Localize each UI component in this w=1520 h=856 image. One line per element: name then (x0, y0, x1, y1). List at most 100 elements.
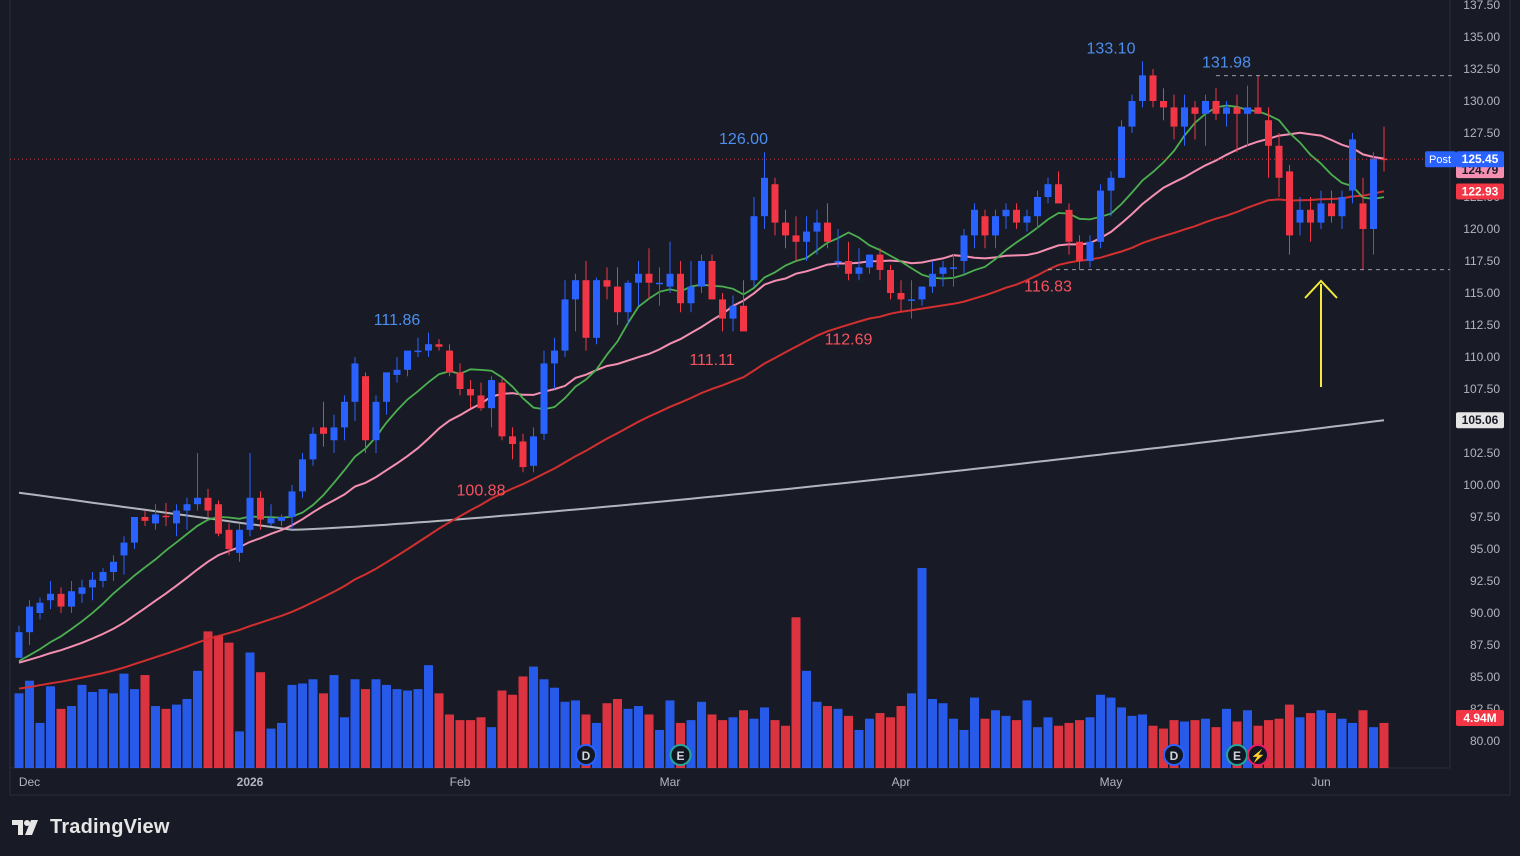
volume-bar (812, 701, 822, 768)
candle-body (1086, 241, 1094, 261)
volume-bar (697, 701, 706, 768)
candle-body (1128, 101, 1136, 127)
candle-body (1044, 184, 1052, 197)
candle-body (845, 261, 852, 274)
volume-bar (1264, 720, 1273, 768)
candle-body (950, 267, 957, 269)
y-tick-label: 92.50 (1470, 574, 1500, 588)
candle-body (1296, 209, 1304, 223)
candle-body (834, 261, 842, 263)
volume-bar (256, 672, 265, 768)
volume-bar (1085, 717, 1095, 768)
event-split-icon (1247, 744, 1269, 766)
volume-bar (466, 720, 475, 768)
candle-body (393, 369, 401, 375)
y-tick-label: 120.00 (1463, 222, 1500, 236)
candle-body (561, 299, 569, 351)
y-tick-label: 130.00 (1463, 94, 1500, 108)
annotation-arrow (1304, 279, 1338, 387)
candle-body (771, 184, 779, 223)
volume-bar (445, 714, 454, 768)
candle-body (729, 305, 737, 319)
volume-bar (287, 684, 297, 768)
candle-body (131, 517, 138, 543)
volume-bar (896, 706, 906, 768)
ma20-line (18, 131, 1385, 664)
ma200-price-tag: 105.06 (1462, 413, 1499, 427)
volume-bar (991, 710, 1000, 768)
close-price-tag: 122.93 (1462, 184, 1499, 198)
y-tick-label: 80.00 (1470, 734, 1500, 748)
volume-bar (371, 679, 381, 768)
event-split-glyph: ⚡ (1251, 749, 1266, 763)
tradingview-logo-icon (12, 820, 38, 835)
candle-body (677, 273, 684, 304)
candle-body (1076, 241, 1083, 261)
y-tick-label: 97.50 (1470, 510, 1500, 524)
y-tick-label: 137.50 (1463, 0, 1500, 12)
volume-bar (928, 698, 937, 768)
volume-bar (56, 708, 66, 768)
volume-bar (1222, 708, 1231, 768)
volume-bar (340, 717, 349, 768)
volume-bar (844, 715, 853, 768)
candle-body (36, 602, 44, 613)
candle-body (1065, 209, 1073, 242)
volume-bar (382, 684, 391, 768)
volume-bar (182, 698, 192, 768)
volume-bar (319, 693, 328, 768)
candle-body (1328, 203, 1335, 217)
volume-bar (707, 714, 717, 768)
volume-bar (686, 720, 696, 768)
candle-body (194, 497, 201, 505)
candle-body (89, 579, 96, 588)
volume-bar (1190, 720, 1200, 768)
event-dividend-glyph: D (582, 749, 591, 763)
candle-body (110, 561, 117, 573)
candle-body (99, 572, 107, 581)
volume-bar (193, 670, 202, 768)
peak-label-high: 133.10 (1087, 40, 1136, 57)
y-tick-label: 115.00 (1464, 286, 1500, 300)
volume-bar (497, 690, 507, 768)
candle-body (498, 382, 506, 437)
candle-body (1170, 107, 1178, 127)
y-axis: 137.50135.00132.50130.00127.50125.00122.… (1449, 0, 1500, 768)
volume-bar (1337, 718, 1347, 768)
peak-label-high: 126.00 (719, 131, 768, 148)
candle-body (897, 293, 905, 300)
candle-body (215, 504, 222, 534)
peak-labels: 111.86 126.00 133.10 131.98 100.88 111.11 112.… (374, 40, 1251, 499)
y-tick-label: 100.00 (1463, 478, 1500, 492)
candle-body (876, 254, 884, 270)
volume-bar (875, 713, 885, 768)
event-earnings-glyph: E (1233, 749, 1241, 763)
volume-bar (1211, 727, 1221, 768)
candle-body (782, 222, 789, 236)
candle-body (750, 216, 758, 281)
volume-bar (35, 722, 45, 768)
candle-body (1023, 216, 1031, 223)
candle-body (635, 273, 642, 283)
post-price-tag: 125.45 (1462, 152, 1499, 166)
volume-bar (350, 679, 360, 768)
candle-body (824, 222, 831, 242)
candle-body (666, 273, 674, 287)
candle-body (960, 235, 968, 261)
peak-label-high: 131.98 (1202, 55, 1251, 72)
volume-bar (1379, 722, 1389, 768)
candle-body (887, 269, 894, 293)
peak-label-low: 116.83 (1024, 279, 1072, 296)
volume-bar (938, 703, 948, 768)
candle-body (183, 504, 191, 511)
volume-bar (781, 725, 790, 768)
volume-bar (1274, 718, 1284, 768)
price-chart[interactable]: 137.50135.00132.50130.00127.50125.00122.… (0, 0, 1520, 806)
volume-bar (140, 675, 150, 768)
volume-bar (959, 729, 969, 768)
event-earnings-glyph: E (676, 749, 684, 763)
x-tick-label: Mar (660, 775, 681, 789)
candle-body (603, 280, 611, 287)
volume-bar (1096, 694, 1105, 768)
